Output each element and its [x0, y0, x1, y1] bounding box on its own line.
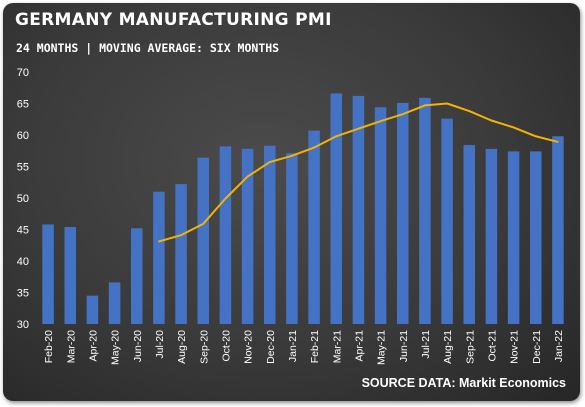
- bar: [419, 97, 431, 324]
- x-tick-label: Nov-20: [243, 330, 255, 364]
- chart-title: GERMANY MANUFACTURING PMI: [15, 10, 332, 30]
- moving-average-point: [468, 110, 471, 112]
- x-tick-label: Sep-20: [198, 330, 210, 364]
- moving-average-point: [202, 223, 205, 225]
- chart-subtitle: 24 MONTHS | MOVING AVERAGE: SIX MONTHS: [16, 41, 280, 55]
- bar: [130, 228, 143, 324]
- bar: [241, 148, 254, 324]
- bar: [64, 226, 77, 324]
- moving-average-point: [424, 104, 426, 107]
- y-tick-label: 70: [17, 67, 29, 79]
- moving-average-point: [268, 161, 271, 163]
- moving-average-point: [534, 135, 537, 138]
- bar: [308, 130, 320, 324]
- x-tick-label: Aug-20: [176, 330, 188, 364]
- bar: [352, 95, 365, 324]
- x-tick-label: Jan-21: [287, 330, 299, 362]
- bar: [552, 136, 564, 324]
- moving-average-point: [512, 126, 515, 129]
- y-tick-label: 35: [17, 288, 29, 300]
- moving-average-point: [557, 141, 559, 143]
- bar: [286, 153, 298, 324]
- y-tick-label: 50: [17, 193, 29, 205]
- bar: [529, 151, 542, 324]
- moving-average-point: [401, 113, 404, 116]
- bar: [507, 151, 520, 324]
- x-tick-label: Dec-20: [265, 330, 277, 364]
- x-tick-label: Jun-20: [132, 330, 144, 362]
- bar: [463, 145, 476, 324]
- x-tick-label: Feb-21: [309, 330, 321, 363]
- moving-average-point: [180, 234, 182, 236]
- moving-average-point: [357, 127, 360, 130]
- y-tick-label: 30: [17, 319, 29, 331]
- x-tick-label: May-21: [376, 330, 388, 365]
- bar: [396, 102, 409, 325]
- pmi-chart: 30 35 40 45 50 55 60 65 70 Feb-20 Mar-20 Apr-20 May-…: [17, 67, 565, 365]
- x-tick-label: Apr-21: [353, 330, 365, 362]
- x-tick-label: Feb-20: [43, 330, 55, 363]
- moving-average-point: [313, 146, 315, 149]
- x-tick-label: Sep-21: [464, 330, 476, 364]
- x-tick-label: May-20: [110, 330, 122, 365]
- x-tick-label: Aug-21: [442, 330, 454, 364]
- moving-average-point: [446, 102, 448, 105]
- y-tick-label: 65: [17, 99, 29, 111]
- bar: [263, 145, 276, 324]
- moving-average-point: [224, 197, 227, 200]
- moving-average-point: [291, 154, 293, 157]
- x-tick-label: Mar-20: [65, 330, 77, 363]
- bar: [441, 118, 453, 325]
- x-tick-label: Jul-20: [154, 330, 166, 359]
- bar: [219, 146, 232, 324]
- y-tick-label: 60: [17, 130, 29, 142]
- bar: [153, 191, 165, 324]
- x-tick-label: Jul-21: [420, 330, 432, 359]
- bar: [485, 148, 498, 324]
- x-tick-label: Oct-20: [220, 330, 232, 362]
- y-tick-label: 40: [17, 256, 29, 268]
- y-tick-label: 55: [17, 162, 29, 174]
- moving-average-point: [335, 135, 338, 138]
- bar: [175, 184, 187, 324]
- x-tick-label: Jun-21: [398, 330, 410, 362]
- x-tick-label: Mar-21: [331, 330, 343, 363]
- x-tick-label: Dec-21: [531, 330, 543, 364]
- bar: [42, 224, 54, 324]
- bar: [330, 93, 343, 324]
- moving-average-point: [246, 175, 249, 178]
- bar: [86, 295, 99, 324]
- bar: [108, 282, 121, 324]
- x-tick-label: Jan-22: [553, 330, 565, 362]
- x-tick-label: Nov-21: [509, 330, 521, 364]
- x-tick-label: Apr-20: [87, 330, 99, 362]
- moving-average-point: [379, 120, 382, 122]
- moving-average-point: [490, 119, 493, 122]
- source-note: SOURCE DATA: Markit Economics: [361, 376, 566, 390]
- y-tick-label: 45: [17, 225, 29, 237]
- chart-card: GERMANY MANUFACTURING PMI 24 MONTHS | MO…: [3, 3, 580, 401]
- x-tick-label: Oct-21: [486, 330, 498, 362]
- bar: [197, 157, 210, 324]
- moving-average-point: [158, 240, 160, 243]
- bar: [374, 107, 387, 324]
